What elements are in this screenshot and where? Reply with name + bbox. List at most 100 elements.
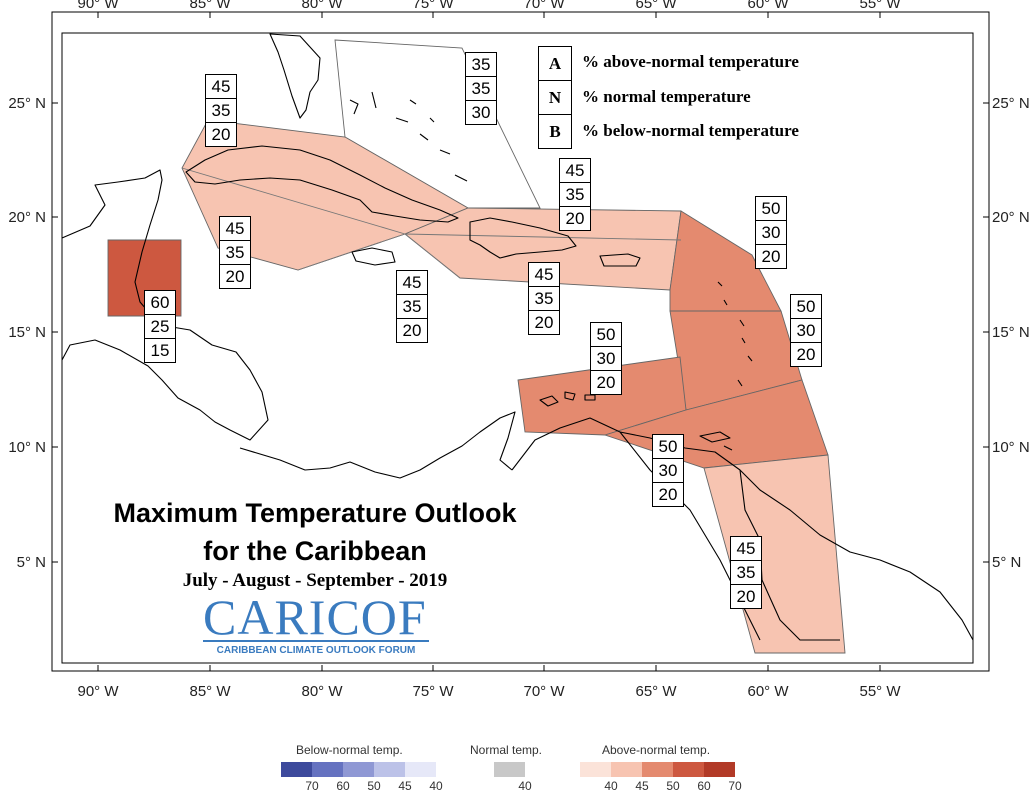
lat-label-left: 25° N	[8, 95, 46, 112]
scale-tick-below: 40	[429, 779, 443, 793]
probability-above: 45	[529, 263, 559, 287]
coast-lesser-antilles	[699, 281, 753, 451]
probability-normal: 35	[529, 287, 559, 311]
border-guianas	[739, 469, 840, 641]
scale-swatch-below	[312, 762, 343, 777]
scale-caption-above: Above-normal temp.	[602, 743, 711, 757]
probability-box: 45 35 20	[528, 262, 560, 335]
map-outer-frame	[51, 11, 990, 672]
lat-label-right: 20° N	[992, 209, 1030, 226]
probability-above: 50	[591, 323, 621, 347]
probability-normal: 35	[220, 241, 250, 265]
probability-box: 50 30 20	[590, 322, 622, 395]
coast-florida	[269, 33, 321, 119]
probability-below: 20	[596, 373, 616, 392]
probability-above: 60	[145, 291, 175, 315]
axis-labels: 90° W 85° W 80° W 75° W 70° W 65° W 60° W 55° W…	[8, 0, 1029, 700]
probability-below: 20	[658, 485, 678, 504]
probability-above: 45	[731, 537, 761, 561]
scale-tick-above: 60	[697, 779, 711, 793]
probability-normal: 35	[466, 77, 496, 101]
scale-tick-below: 45	[398, 779, 412, 793]
probability-above: 45	[397, 271, 427, 295]
coast-abc	[539, 391, 596, 407]
lon-label-bottom: 80° W	[301, 683, 343, 700]
coast-bahamas	[349, 91, 468, 182]
scale-tick-above: 45	[635, 779, 649, 793]
scale-swatch-below	[281, 762, 312, 777]
lon-label-top: 80° W	[301, 0, 343, 12]
axis-ticks	[52, 12, 989, 671]
legend-letter-below: B	[549, 122, 561, 141]
scale-tick-above: 50	[666, 779, 680, 793]
lon-label-bottom: 75° W	[412, 683, 454, 700]
probability-above: 50	[756, 197, 786, 221]
probability-box: 45 35 20	[730, 536, 762, 609]
probability-below: 30	[471, 103, 491, 122]
lon-label-bottom: 70° W	[523, 683, 565, 700]
scale-swatch-above	[673, 762, 704, 777]
coast-cuba	[185, 145, 459, 223]
region-hispaniola	[404, 207, 682, 291]
coast-south-america	[511, 417, 974, 641]
scale-tick-above: 70	[728, 779, 742, 793]
probability-normal: 35	[731, 561, 761, 585]
scale-swatch-below	[343, 762, 374, 777]
lon-label-bottom: 55° W	[859, 683, 901, 700]
scale-caption-normal: Normal temp.	[470, 743, 543, 757]
caricof-logo-subtitle: CARIBBEAN CLIMATE OUTLOOK FORUM	[216, 645, 416, 656]
probability-normal: 35	[397, 295, 427, 319]
probability-normal: 35	[206, 99, 236, 123]
coast-jamaica	[351, 247, 396, 266]
scale-tick-normal: 40	[518, 779, 532, 793]
probability-box: 35 35 30	[465, 52, 497, 125]
map-subtitle: July - August - September - 2019	[182, 570, 448, 591]
coastlines	[61, 33, 974, 641]
probability-above: 45	[220, 217, 250, 241]
lon-label-bottom: 60° W	[747, 683, 789, 700]
map-title-line-1: Maximum Temperature Outlook	[113, 498, 517, 528]
lat-label-right: 10° N	[992, 439, 1030, 456]
probability-below: 20	[736, 587, 756, 606]
lat-label-right: 15° N	[992, 324, 1030, 341]
probability-below: 20	[211, 125, 231, 144]
scale-tick-below: 60	[336, 779, 350, 793]
probability-box: 50 30 20	[755, 196, 787, 269]
lat-label-right: 25° N	[992, 95, 1030, 112]
probability-normal: 30	[653, 459, 683, 483]
probability-below: 20	[796, 345, 816, 364]
lat-label-left: 15° N	[8, 324, 46, 341]
probability-below: 20	[225, 267, 245, 286]
probability-box: 45 35 20	[559, 158, 591, 231]
probability-below: 20	[402, 321, 422, 340]
scale-tick-below: 70	[305, 779, 319, 793]
probability-above: 45	[560, 159, 590, 183]
legend-letter-above: A	[539, 47, 571, 81]
lat-label-right: 5° N	[992, 554, 1021, 571]
lon-label-top: 75° W	[412, 0, 454, 12]
scale-swatch-normal	[494, 762, 525, 777]
scale-swatch-above	[611, 762, 642, 777]
probability-below: 20	[761, 247, 781, 266]
map-title-line-2: for the Caribbean	[203, 536, 427, 566]
legend-text-below: % below-normal temperature	[582, 121, 799, 140]
caricof-logo: CARICOF	[203, 589, 427, 645]
lon-label-top: 55° W	[859, 0, 901, 12]
probability-box: 45 35 20	[396, 270, 428, 343]
scale-swatch-below	[374, 762, 405, 777]
probability-above: 35	[466, 53, 496, 77]
scale-tick-above: 40	[604, 779, 618, 793]
lon-label-top: 60° W	[747, 0, 789, 12]
legend-letter-normal: N	[539, 81, 571, 115]
lat-label-left: 5° N	[17, 554, 46, 571]
scale-swatch-above	[642, 762, 673, 777]
legend-box: A N B	[538, 46, 572, 149]
legend-text-normal: % normal temperature	[582, 87, 751, 106]
probability-box: 50 30 20	[790, 294, 822, 367]
logo-rule	[203, 640, 429, 642]
lon-label-bottom: 85° W	[189, 683, 231, 700]
lon-label-top: 85° W	[189, 0, 231, 12]
probability-below: 20	[534, 313, 554, 332]
probability-normal: 30	[756, 221, 786, 245]
probability-box: 50 30 20	[652, 434, 684, 507]
